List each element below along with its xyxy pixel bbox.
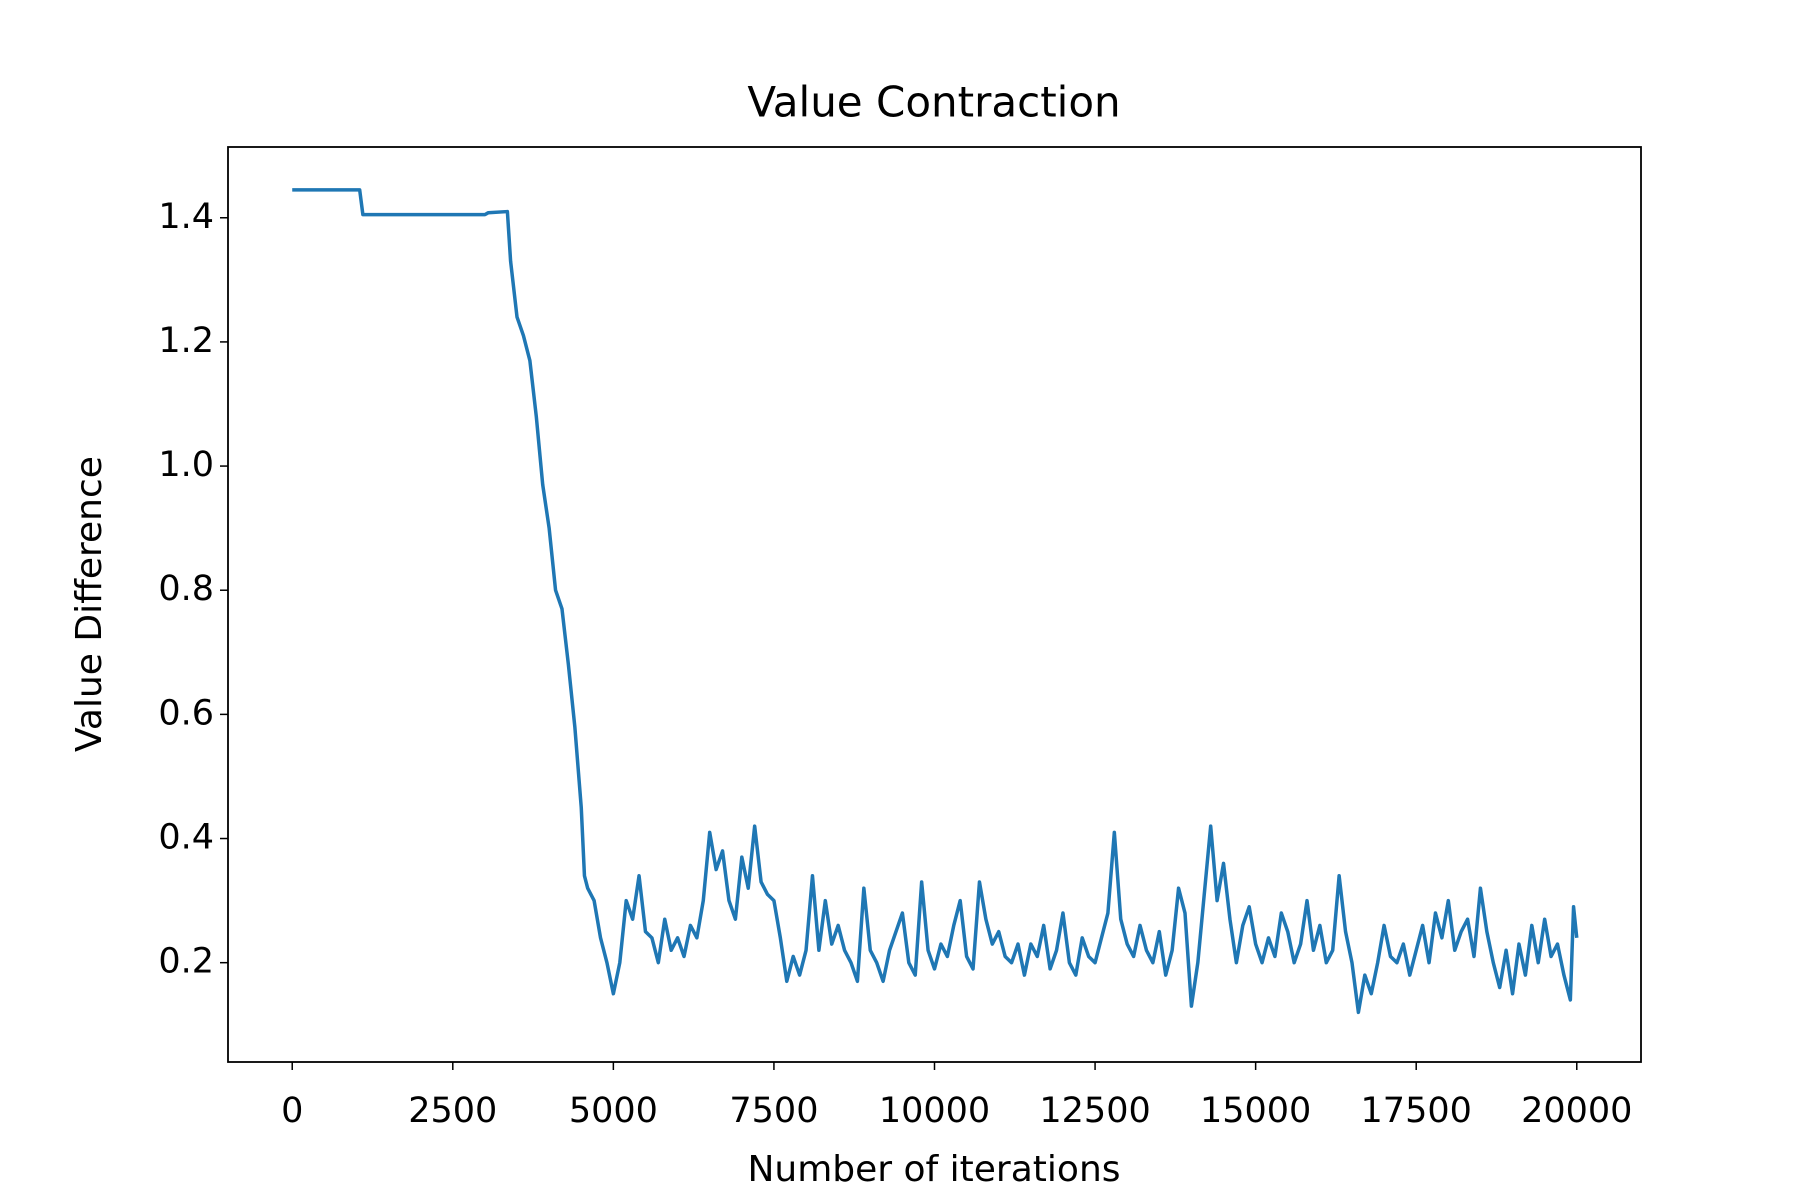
x-tick-label: 17500 [1361, 1091, 1472, 1131]
y-tick-label: 0.6 [158, 693, 214, 733]
x-tick-label: 2500 [408, 1091, 497, 1131]
y-tick-label: 1.2 [158, 321, 214, 361]
y-axis-label: Value Difference [69, 456, 110, 752]
x-tick-label: 0 [281, 1091, 303, 1131]
y-tick-label: 0.4 [158, 818, 214, 858]
y-tick-label: 0.2 [158, 942, 214, 982]
x-tick-label: 7500 [729, 1091, 818, 1131]
x-axis-label: Number of iterations [747, 1149, 1120, 1190]
x-tick-label: 10000 [879, 1091, 990, 1131]
chart-title: Value Contraction [747, 78, 1120, 127]
y-tick-label: 1.0 [158, 445, 214, 485]
x-tick-label: 12500 [1039, 1091, 1150, 1131]
y-tick-label: 1.4 [158, 197, 214, 237]
y-tick-label: 0.8 [158, 569, 214, 609]
data-line [292, 188, 1579, 1015]
x-tick-label: 20000 [1521, 1091, 1632, 1131]
x-tick-label: 5000 [569, 1091, 658, 1131]
plot-frame [227, 146, 1642, 1063]
x-tick-label: 15000 [1200, 1091, 1311, 1131]
